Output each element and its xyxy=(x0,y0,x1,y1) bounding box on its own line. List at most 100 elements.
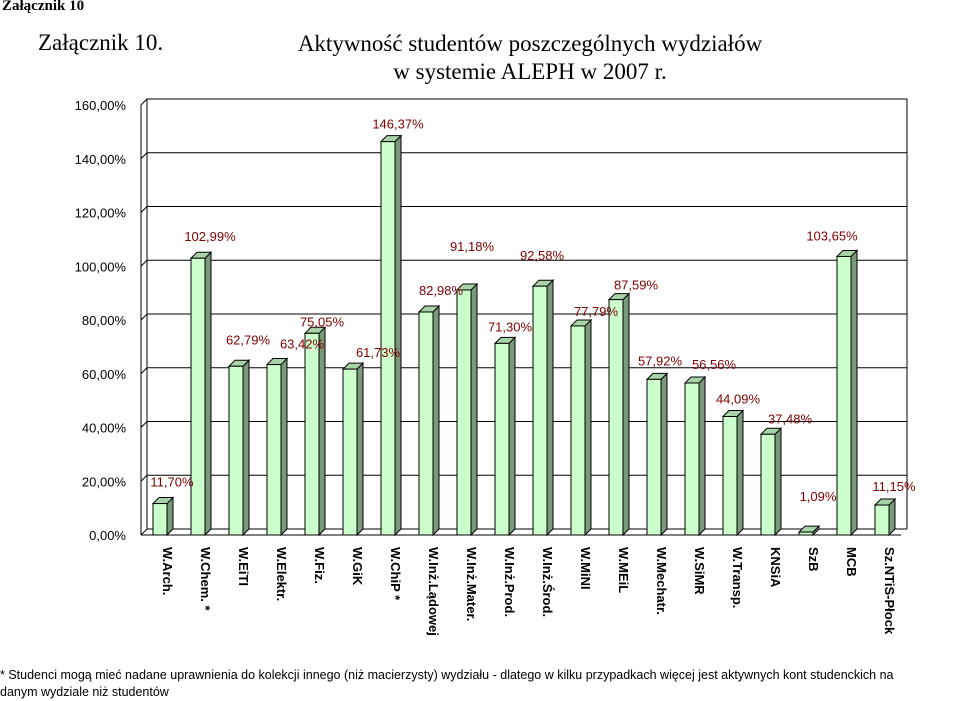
bar-side-face xyxy=(660,372,668,537)
y-tick-label: 60,00% xyxy=(82,367,127,382)
data-label: 103,65% xyxy=(806,228,858,243)
bar xyxy=(835,249,859,537)
x-tick-label: MCB xyxy=(844,547,859,577)
x-tick-label: W.SiMR xyxy=(692,547,707,595)
x-tick-label: W.Chem. * xyxy=(198,547,213,612)
x-tick-label: W.Inż.Mater. xyxy=(464,547,479,621)
bar-front-face xyxy=(608,299,624,536)
data-label: 102,99% xyxy=(184,229,236,244)
x-tick-label: W.Arch. xyxy=(160,547,175,595)
bar-front-face xyxy=(266,364,282,536)
data-label: 1,09% xyxy=(800,489,837,504)
x-tick-label: W.MEiL xyxy=(616,547,631,593)
bar xyxy=(151,496,175,537)
y-tick-label: 80,00% xyxy=(82,313,127,328)
footnote: * Studenci mogą mieć nadane uprawnienia … xyxy=(0,667,960,701)
bar-front-face xyxy=(342,368,358,536)
bar-front-face xyxy=(152,503,168,536)
bar-side-face xyxy=(470,282,478,537)
data-label: 71,30% xyxy=(488,319,533,334)
x-tick-label: W.ChiP * xyxy=(388,547,403,601)
bar-side-face xyxy=(204,251,212,537)
chart-title: Aktywność studentów poszczególnych wydzi… xyxy=(250,30,810,86)
y-tick-label: 20,00% xyxy=(82,474,127,489)
gridline xyxy=(140,152,907,160)
bar xyxy=(265,357,289,537)
bar xyxy=(379,134,403,537)
bar-side-face xyxy=(622,292,630,537)
bar-front-face xyxy=(228,365,244,536)
bar-front-face xyxy=(494,342,510,536)
bar-front-face xyxy=(798,531,814,536)
x-tick-label: W.Inż.Lądowej xyxy=(426,547,441,636)
y-tick-label: 160,00% xyxy=(75,98,127,113)
x-tick-label: W.Transp. xyxy=(730,547,745,608)
data-label: 44,09% xyxy=(716,392,761,407)
data-label: 87,59% xyxy=(614,278,659,293)
data-label: 91,18% xyxy=(450,239,495,254)
bar xyxy=(569,318,593,537)
data-label: 77,79% xyxy=(574,304,619,319)
y-tick-label: 120,00% xyxy=(75,206,127,221)
gridline xyxy=(140,98,907,106)
y-tick-label: 40,00% xyxy=(82,421,127,436)
bar-side-face xyxy=(242,359,250,537)
gridline xyxy=(140,474,907,482)
bar xyxy=(341,361,365,537)
chart-title-line-2: w systemie ALEPH w 2007 r. xyxy=(393,59,667,84)
bar xyxy=(645,372,669,537)
bar-front-face xyxy=(380,141,396,536)
bar-chart: 0,00% 20,00% 40,00% 60,00% 80,00% 100,00% 120,… xyxy=(75,98,916,636)
x-tick-label: KNSiA xyxy=(768,547,783,588)
x-tick-label: SzB xyxy=(806,547,821,572)
bar-front-face xyxy=(456,289,472,536)
bar xyxy=(493,336,517,537)
bar-side-face xyxy=(432,304,440,537)
bar-front-face xyxy=(646,378,662,536)
bar-side-face xyxy=(508,336,516,537)
bar-front-face xyxy=(684,382,700,536)
bar xyxy=(873,497,897,537)
footnote-line-1: * Studenci mogą mieć nadane uprawnienia … xyxy=(0,668,894,682)
bar xyxy=(455,282,479,537)
bar-side-face xyxy=(698,375,706,537)
bar-front-face xyxy=(836,255,852,536)
bar-front-face xyxy=(722,416,738,536)
data-label: 57,92% xyxy=(638,353,683,368)
y-tick-label: 140,00% xyxy=(75,152,127,167)
y-tick-label: 0,00% xyxy=(89,528,126,543)
data-label: 11,70% xyxy=(150,475,194,490)
bar xyxy=(417,304,441,537)
bar xyxy=(227,359,251,537)
x-tick-label: W.Inż.Prod. xyxy=(502,547,517,617)
x-tick-label: W.EiTI xyxy=(236,547,251,586)
bar-side-face xyxy=(546,278,554,537)
gridline xyxy=(140,367,907,375)
data-label: 146,37% xyxy=(372,117,424,132)
bar-side-face xyxy=(280,357,288,537)
annex-title: Załącznik 10. xyxy=(38,30,164,55)
bars xyxy=(151,134,897,537)
bar xyxy=(759,427,783,537)
bar xyxy=(303,326,327,537)
bar-side-face xyxy=(774,427,782,537)
bar-front-face xyxy=(760,433,776,536)
gridline xyxy=(140,528,907,536)
bar-front-face xyxy=(532,285,548,536)
data-label: 56,56% xyxy=(692,357,737,372)
y-axis-tick-labels: 0,00% 20,00% 40,00% 60,00% 80,00% 100,00% 120,… xyxy=(75,98,127,543)
data-label: 62,79% xyxy=(226,332,271,347)
bar xyxy=(683,375,707,537)
bar-side-face xyxy=(318,326,326,537)
bar-side-face xyxy=(736,409,744,537)
x-tick-label: Sz.NTiS-Płock xyxy=(882,547,897,635)
data-label: 82,98% xyxy=(419,283,464,298)
x-tick-label: W.Mechatr. xyxy=(654,547,669,615)
x-axis-tick-labels: W.Arch. W.Chem. * W.EiTI W.Elektr. W.Fiz. W.G… xyxy=(160,547,897,636)
bar xyxy=(531,278,555,537)
x-tick-label: W.MiNI xyxy=(578,547,593,590)
data-label: 11,15% xyxy=(872,479,916,494)
gridline xyxy=(140,206,907,213)
x-tick-label: W.Elektr. xyxy=(274,547,289,601)
bar xyxy=(721,409,745,537)
